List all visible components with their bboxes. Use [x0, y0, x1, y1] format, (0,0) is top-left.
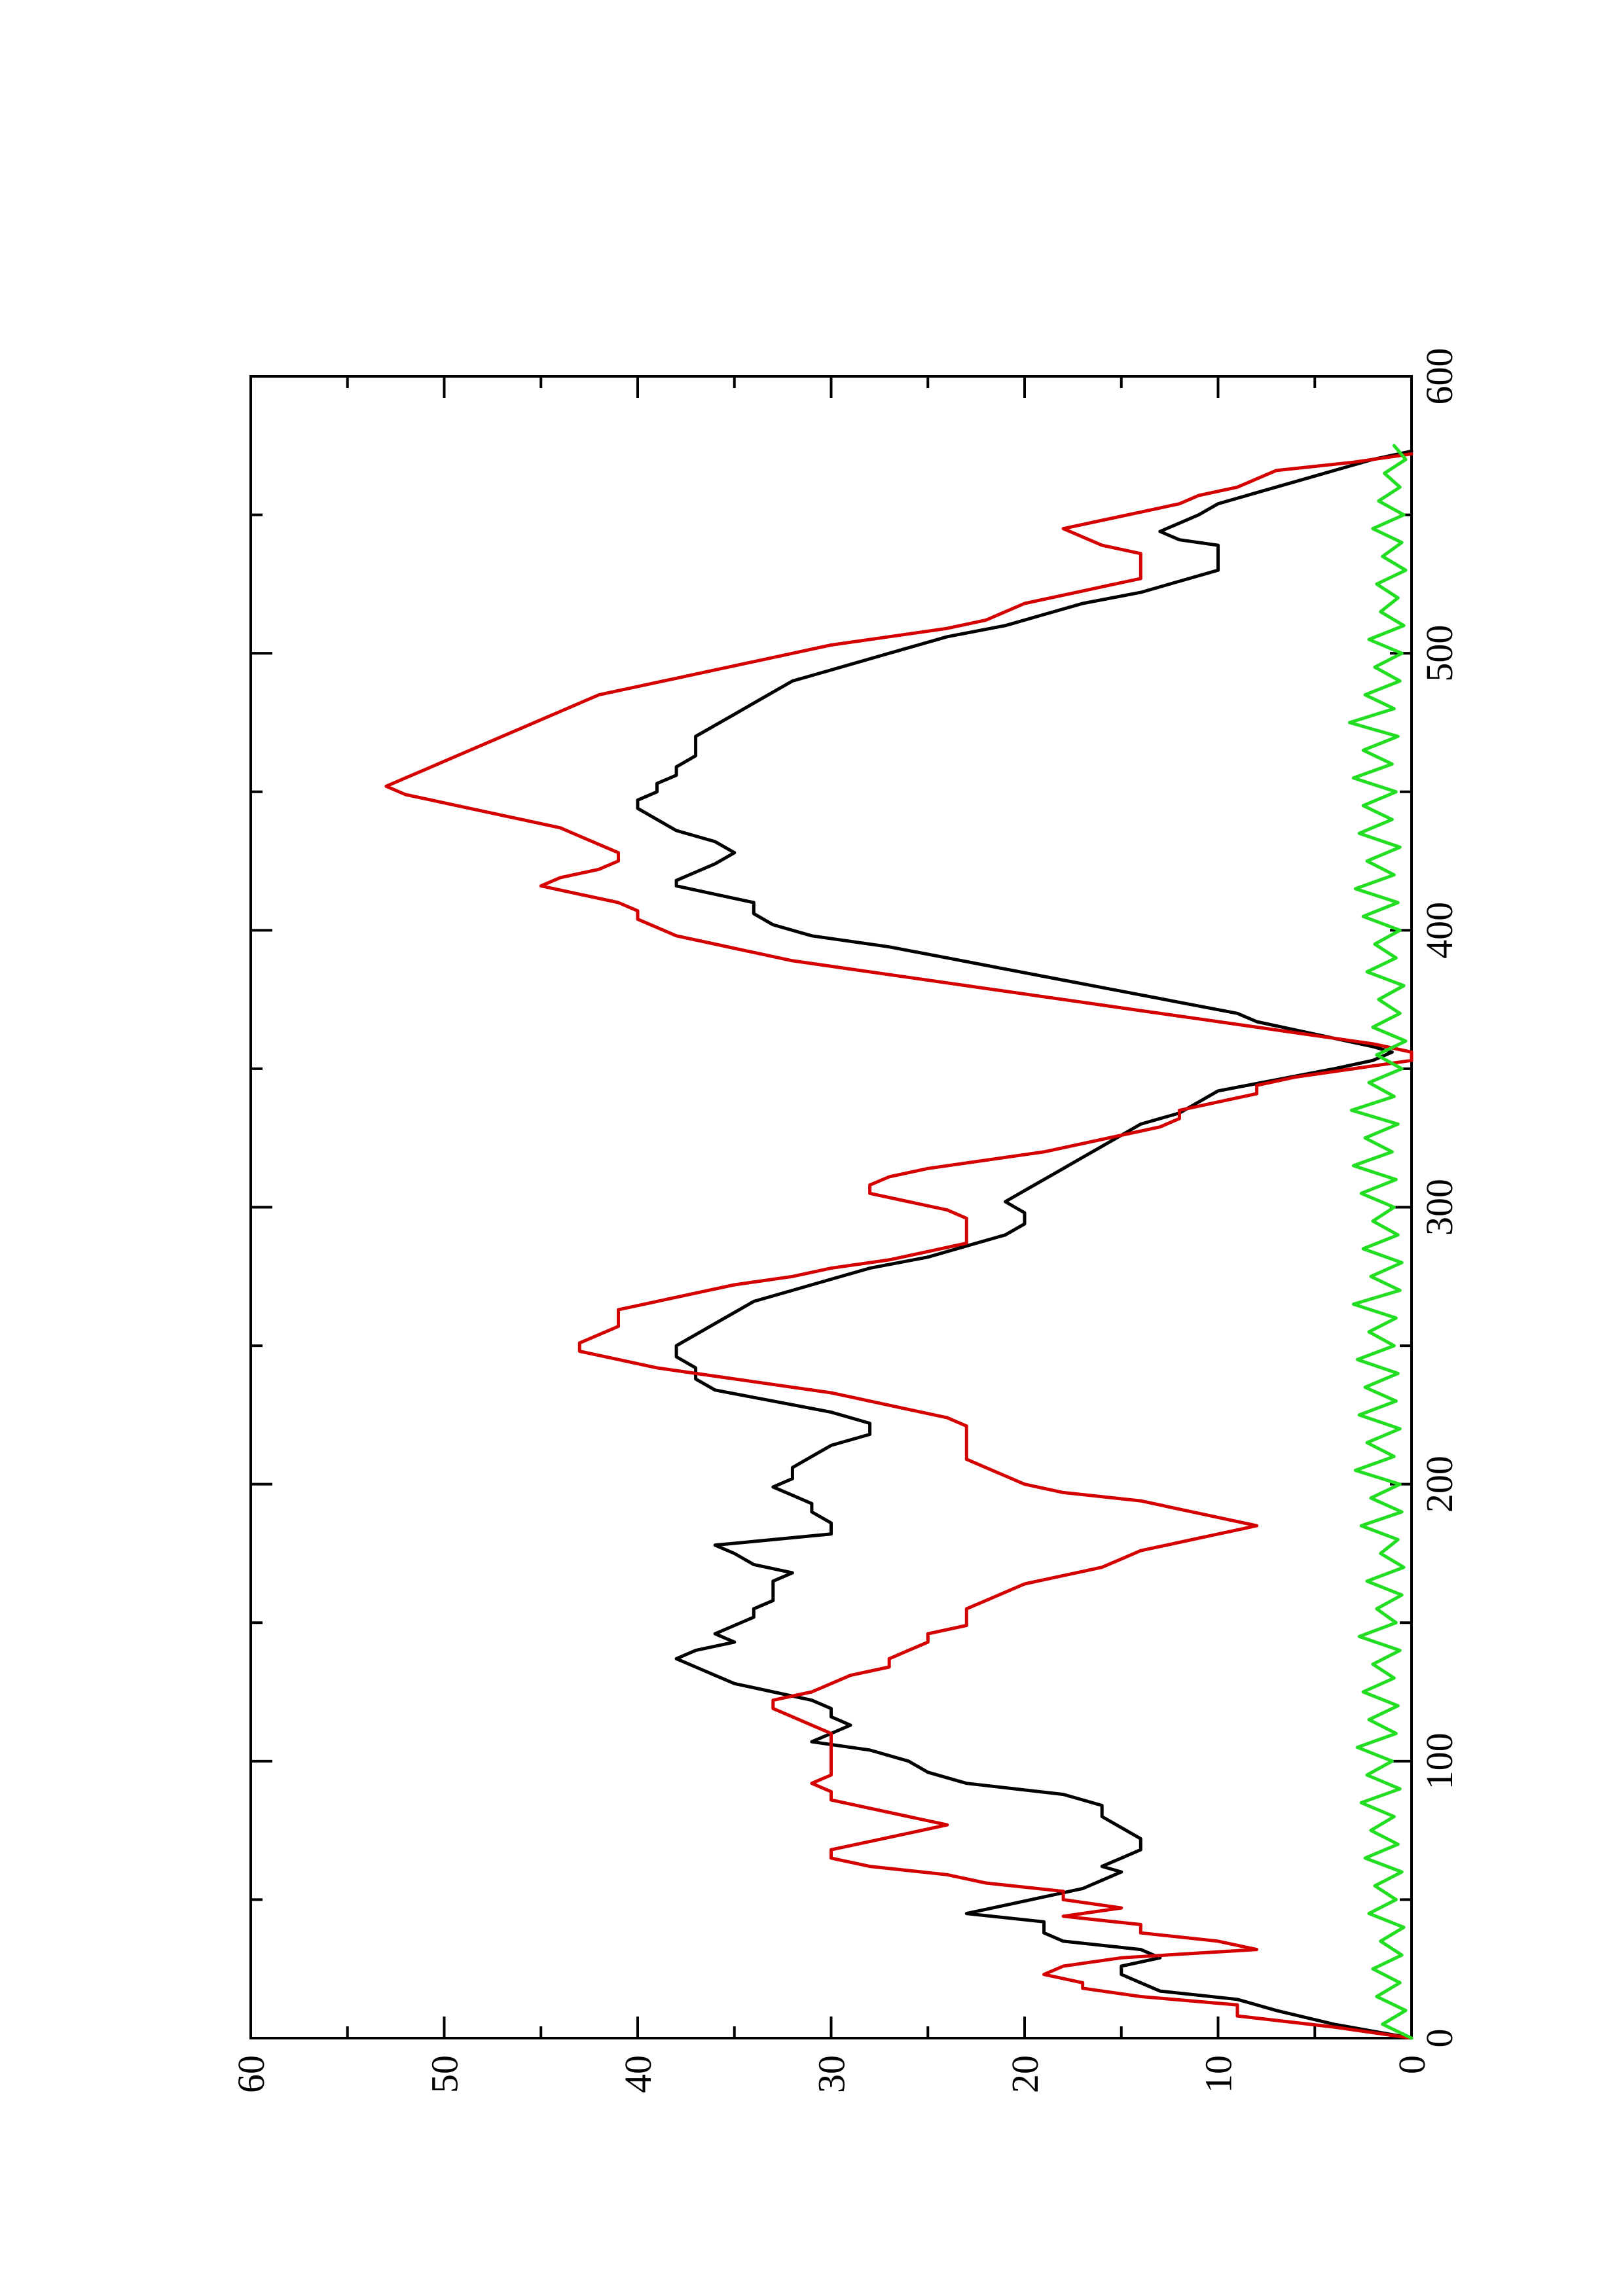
y-tick-label: 30	[811, 2055, 853, 2093]
x-tick-label: 500	[1418, 625, 1461, 682]
y-tick-label: 40	[617, 2055, 659, 2093]
series-lines	[384, 444, 1413, 2040]
y-tick-label: 50	[424, 2055, 466, 2093]
x-tick-label: 300	[1418, 1179, 1461, 1236]
axis-ticks	[249, 375, 1413, 2039]
series-line-3	[1347, 444, 1413, 2040]
axis-tick-labels: 0 100 200 300 400 500 600 0 10 20 30 40 50 60	[230, 348, 1461, 2094]
x-tick-label: 100	[1418, 1732, 1461, 1789]
y-tick-label: 10	[1197, 2055, 1240, 2093]
y-tick-label: 20	[1004, 2055, 1046, 2093]
y-tick-label: 60	[230, 2055, 272, 2093]
series-line-2	[384, 452, 1413, 2040]
x-tick-label: 600	[1418, 348, 1461, 405]
x-tick-label: 200	[1418, 1456, 1461, 1513]
series-line-1	[636, 449, 1413, 2040]
x-tick-label: 0	[1418, 2029, 1461, 2048]
x-tick-label: 400	[1418, 902, 1461, 959]
plot-frame	[249, 375, 1413, 2039]
y-tick-label: 0	[1391, 2055, 1433, 2074]
